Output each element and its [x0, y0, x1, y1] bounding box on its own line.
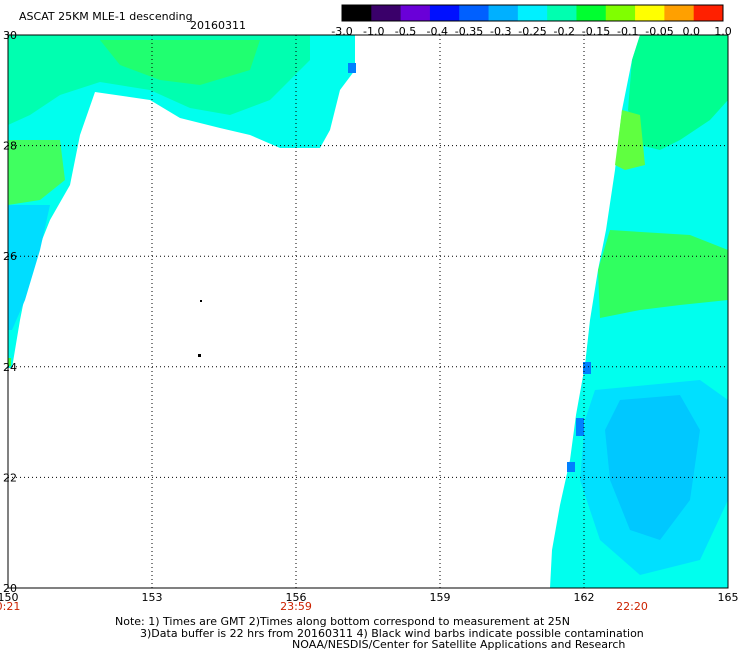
map-panel: 150 153 156 159 162 165 30 28 26 24 22 20 0:21 23:5… [0, 29, 739, 613]
swath-east-green [628, 35, 728, 150]
swath-west [8, 35, 356, 368]
longitude-label: 162 [574, 591, 595, 604]
colorbar-segment [371, 5, 402, 21]
contamination-barb [198, 354, 201, 357]
time-label: 23:59 [280, 600, 312, 613]
longitude-labels: 150 153 156 159 162 165 [0, 591, 739, 604]
latitude-label: 26 [3, 250, 17, 263]
colorbar-segment [576, 5, 607, 21]
note-line-3: NOAA/NESDIS/Center for Satellite Applica… [292, 638, 625, 650]
colorbar-frame [341, 4, 724, 22]
colorbar-segment [635, 5, 665, 21]
longitude-label: 165 [718, 591, 739, 604]
swath-west-green-left [8, 140, 65, 205]
swath-east-blue-cell-2 [576, 418, 584, 436]
note-line-2: 3)Data buffer is 22 hrs from 20160311 4)… [140, 627, 644, 640]
colorbar-segment [605, 5, 636, 21]
colorbar-segment [547, 5, 577, 21]
swath-west-blue-cell [348, 63, 356, 73]
colorbar-segment [664, 5, 695, 21]
note-line-1: Note: 1) Times are GMT 2)Times along bot… [115, 615, 570, 628]
colorbar-segment [459, 5, 490, 21]
colorbar-segment [517, 5, 548, 21]
swath-west-base [8, 35, 355, 368]
latitude-label: 28 [3, 140, 17, 153]
longitude-label: 156 [286, 591, 307, 604]
swath-east-green-mid [598, 230, 728, 318]
colorbar-segment [342, 5, 372, 21]
swath-west-edge-cell [8, 358, 11, 366]
latitude-label: 20 [3, 582, 17, 595]
contamination-barb [200, 300, 202, 302]
latitude-labels: 30 28 26 24 22 20 [3, 29, 17, 595]
product-title: ASCAT 25KM MLE-1 descending [19, 10, 193, 23]
time-label: 0:21 [0, 600, 20, 613]
colorbar [341, 4, 724, 22]
colorbar-segment [429, 5, 460, 21]
swath-east [550, 35, 728, 588]
latitude-label: 22 [3, 471, 17, 484]
latitude-label: 24 [3, 361, 17, 374]
longitude-label: 159 [430, 591, 451, 604]
longitude-label: 153 [142, 591, 163, 604]
time-labels: 0:21 23:59 22:20 [0, 600, 648, 613]
swath-west-green-core [100, 40, 260, 85]
map-frame [7, 34, 729, 589]
latitude-label: 30 [3, 29, 17, 42]
swath-east-blue-cell-3 [567, 462, 575, 472]
swath-east-green-strip [615, 110, 645, 170]
colorbar-segment [488, 5, 519, 21]
product-date: 20160311 [190, 19, 246, 32]
swath-east-blue-cell-1 [583, 362, 591, 374]
colorbar-segment [400, 5, 431, 21]
swath-west-lightblue [8, 205, 50, 330]
time-label: 22:20 [616, 600, 648, 613]
colorbar-segment [693, 5, 724, 21]
longitude-label: 150 [0, 591, 19, 604]
swath-east-blue-core [605, 395, 700, 540]
